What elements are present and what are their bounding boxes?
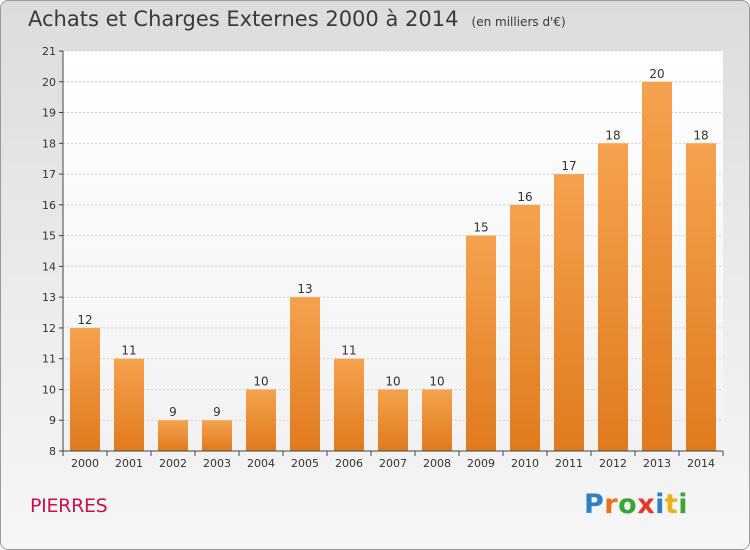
y-tick-label: 18: [42, 137, 56, 150]
x-tick-label: 2013: [643, 457, 671, 470]
x-tick-label: 2001: [115, 457, 143, 470]
y-tick-label: 20: [42, 76, 56, 89]
data-label: 17: [561, 159, 576, 173]
x-tick-label: 2010: [511, 457, 539, 470]
data-labels: 12 11 9 9 10 13 11 10 10 15 16 17 18 20 18: [77, 67, 708, 419]
bar: [378, 389, 408, 451]
y-tick-label: 14: [42, 260, 56, 273]
x-tick-label: 2004: [247, 457, 275, 470]
x-tick-label: 2011: [555, 457, 583, 470]
x-tick-label: 2012: [599, 457, 627, 470]
data-label: 11: [341, 344, 356, 358]
data-label: 16: [517, 190, 532, 204]
data-label: 9: [169, 405, 177, 419]
bar: [422, 389, 452, 451]
bar: [158, 420, 188, 451]
logo-letter: r: [604, 489, 619, 520]
data-label: 10: [385, 374, 400, 388]
x-tick-label: 2005: [291, 457, 319, 470]
x-tick-label: 2003: [203, 457, 231, 470]
grid-lines: [63, 50, 723, 421]
data-label: 18: [693, 128, 708, 142]
y-tick-label: 11: [42, 353, 56, 366]
bar: [202, 420, 232, 451]
logo-letter: i: [678, 489, 689, 520]
bar: [70, 327, 100, 451]
location-name: PIERRES: [30, 495, 108, 517]
bar: [334, 358, 364, 451]
data-label: 13: [297, 282, 312, 296]
bar: [642, 81, 672, 452]
data-label: 18: [605, 128, 620, 142]
data-label: 10: [253, 374, 268, 388]
x-tick-label: 2014: [687, 457, 715, 470]
y-tick-label: 9: [49, 414, 56, 427]
data-label: 9: [213, 405, 221, 419]
proxiti-logo[interactable]: Proxiti: [584, 489, 688, 520]
axes: 8 9 10 11 12 13 14 15 16 17 18 19 20 21 2000 2001 2002 20…: [42, 45, 724, 470]
data-label: 11: [121, 344, 136, 358]
y-tick-label: 16: [42, 199, 56, 212]
y-tick-label: 8: [49, 445, 56, 458]
bars: [70, 81, 716, 452]
y-tick-label: 13: [42, 291, 56, 304]
y-tick-label: 17: [42, 168, 56, 181]
logo-letter: t: [664, 489, 679, 520]
y-tick-label: 12: [42, 322, 56, 335]
y-tick-label: 15: [42, 230, 56, 243]
chart-title: Achats et Charges Externes 2000 à 2014: [28, 7, 459, 31]
bar: [114, 358, 144, 451]
chart-title-block: Achats et Charges Externes 2000 à 2014 (…: [28, 7, 566, 31]
x-tick-label: 2007: [379, 457, 407, 470]
x-tick-label: 2002: [159, 457, 187, 470]
bar: [246, 389, 276, 451]
bar: [510, 204, 540, 451]
data-label: 20: [649, 67, 664, 81]
bar: [598, 143, 628, 452]
logo-letter: x: [637, 489, 656, 520]
logo-letter: i: [655, 489, 665, 520]
bar: [290, 297, 320, 451]
x-tick-label: 2000: [71, 457, 99, 470]
data-label: 12: [77, 313, 92, 327]
bar: [554, 174, 584, 452]
y-tick-label: 21: [42, 45, 56, 58]
logo-letter: o: [618, 489, 638, 520]
x-tick-label: 2006: [335, 457, 363, 470]
data-label: 10: [429, 374, 444, 388]
y-tick-label: 19: [42, 107, 56, 120]
data-label: 15: [473, 221, 488, 235]
chart-subtitle: (en milliers d'€): [471, 15, 566, 29]
bar: [466, 235, 496, 451]
y-tick-label: 10: [42, 383, 56, 396]
bar: [686, 143, 716, 452]
logo-letter: P: [584, 489, 605, 520]
x-tick-label: 2009: [467, 457, 495, 470]
x-tick-label: 2008: [423, 457, 451, 470]
